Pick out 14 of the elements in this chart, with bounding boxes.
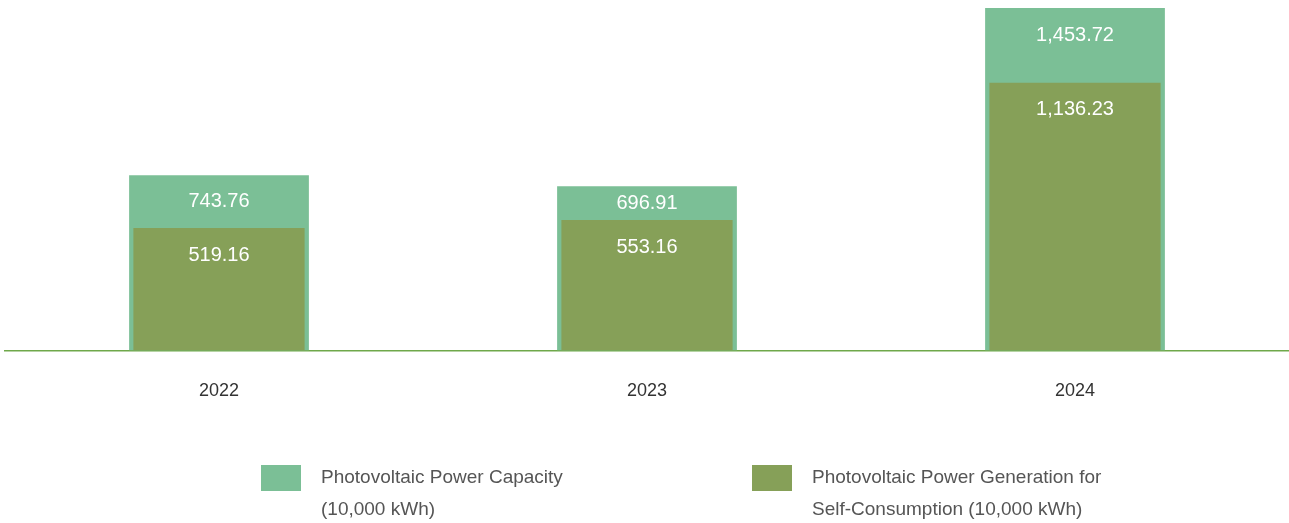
bar xyxy=(133,228,305,351)
x-tick-label: 2022 xyxy=(198,380,240,401)
data-label: 553.16 xyxy=(616,234,678,257)
legend-label: Photovoltaic Power Capacity (10,000 kWh) xyxy=(321,466,564,520)
data-label: 1,136.23 xyxy=(1036,97,1114,120)
data-label: 519.16 xyxy=(188,242,250,265)
bar xyxy=(561,220,733,351)
data-label: 743.76 xyxy=(188,189,250,212)
bar xyxy=(989,82,1161,351)
data-label: 696.91 xyxy=(616,190,678,213)
data-label: 1,453.72 xyxy=(1036,22,1114,45)
legend-label: Photovoltaic Power Generation for Self-Consumption (10,000 kWh) xyxy=(812,466,1103,520)
x-tick-label: 2023 xyxy=(626,380,668,401)
x-tick-label: 2024 xyxy=(1054,380,1096,401)
